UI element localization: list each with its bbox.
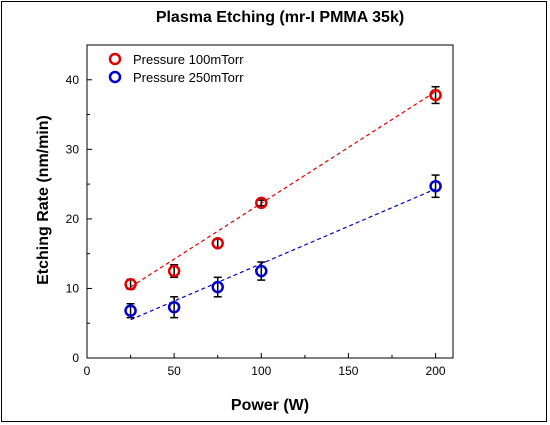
x-axis-label: Power (W): [231, 397, 309, 414]
x-tick-label: 50: [167, 364, 181, 378]
x-tick-label: 0: [84, 364, 91, 378]
y-tick-label: 10: [66, 281, 80, 295]
y-tick-label: 30: [66, 142, 80, 156]
data-point-100mtorr: [211, 236, 224, 250]
x-tick-label: 150: [338, 364, 358, 378]
y-tick-label: 0: [72, 351, 79, 365]
x-tick-label: 100: [251, 364, 271, 378]
data-point-100mtorr: [124, 278, 137, 291]
data-point-250mtorr: [167, 300, 181, 314]
legend-label-100mtorr: Pressure 100mTorr: [133, 52, 244, 67]
data-point-100mtorr: [167, 264, 181, 278]
legend-marker-100mtorr: [108, 52, 122, 66]
data-point-250mtorr: [211, 280, 224, 294]
y-axis: 0 10 20 30 40: [66, 73, 92, 365]
plot-area: [86, 44, 454, 359]
y-axis-label: Etching Rate (nm/min): [35, 115, 52, 285]
data-point-250mtorr: [429, 179, 442, 193]
data-point-250mtorr: [255, 264, 268, 278]
data-point-250mtorr: [124, 304, 137, 317]
y-tick-label: 20: [66, 212, 80, 226]
legend-label-250mtorr: Pressure 250mTorr: [133, 70, 244, 85]
series-layer: [124, 85, 442, 321]
legend: Pressure 100mTorr Pressure 250mTorr: [108, 52, 244, 85]
data-point-100mtorr: [255, 196, 268, 210]
data-point-100mtorr: [429, 88, 442, 102]
x-axis: 0 50 100 150 200: [84, 353, 446, 378]
legend-marker-250mtorr: [108, 70, 122, 84]
x-tick-label: 200: [426, 364, 446, 378]
fit-line-250mtorr: [130, 188, 436, 321]
chart-title: Plasma Etching (mr-I PMMA 35k): [156, 9, 404, 26]
y-tick-label: 40: [66, 73, 80, 87]
fit-line-100mtorr: [130, 91, 436, 288]
